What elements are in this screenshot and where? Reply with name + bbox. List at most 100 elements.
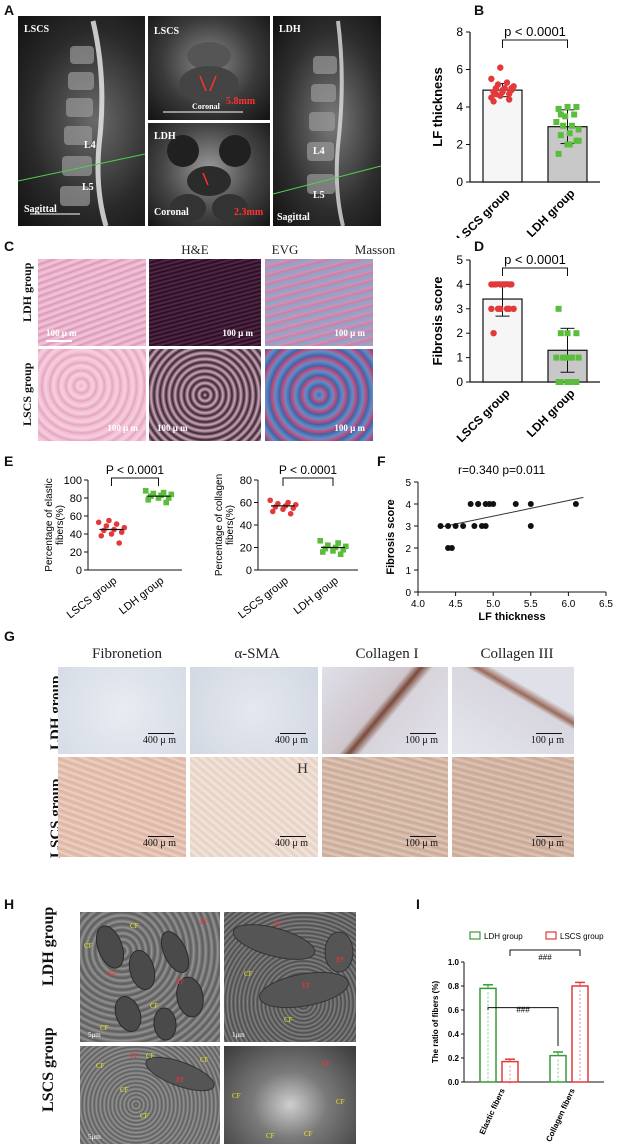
scale-label: 100 μ m [530, 838, 564, 849]
chart-f-correlation: 0 1 2 3 4 5 4.0 4.5 5.0 5.5 6.0 6.5 LF thickness Fibr… [385, 463, 613, 621]
col-head-collagen1: Collagen I [355, 646, 419, 662]
scale-label: 100 μ m [222, 328, 253, 338]
fiber-tag: EF [130, 1052, 139, 1060]
significance-bracket [502, 267, 568, 276]
data-point [555, 105, 562, 112]
scale-label: 5μm [88, 1133, 101, 1141]
data-point [564, 104, 571, 110]
x-tick-label: LSCS group [236, 575, 291, 621]
vertebra-l4-label: L4 [84, 140, 96, 151]
scale-label: 100 μ m [530, 735, 564, 746]
data-point [95, 519, 102, 526]
ihc-asma-ldh: 400 μ m [190, 667, 318, 754]
row-head-lscs: LSCS group [40, 1027, 57, 1112]
y-tick-label: 0 [456, 375, 463, 389]
ihc-collagen3-ldh: 100 μ m [452, 667, 574, 754]
data-point [108, 531, 115, 537]
mri-ldh-sagittal: LDH L4 L5 Sagittal [273, 16, 381, 226]
data-point [557, 132, 564, 139]
mri-label: LSCS [24, 24, 50, 35]
data-point [445, 523, 452, 529]
data-point [285, 499, 291, 506]
p-value-label: P < 0.0001 [106, 463, 164, 477]
panel-letter-i: I [416, 896, 420, 912]
fiber-tag: CF [130, 922, 139, 930]
data-point [553, 119, 560, 125]
fiber-tag: CF [304, 1130, 313, 1138]
data-point [490, 501, 497, 507]
data-point [557, 330, 564, 337]
scale-label: 1μm [232, 1031, 245, 1039]
fiber-tag: CF [120, 1086, 129, 1094]
row-head-ldh: LDH group [40, 906, 57, 986]
x-tick-label: 4.0 [411, 599, 425, 610]
data-point [575, 354, 582, 361]
data-point [269, 508, 276, 515]
x-tick-label: Elastic fibers [478, 1087, 507, 1136]
data-point [508, 85, 515, 92]
y-tick-label: 80 [70, 493, 82, 505]
y-axis-label: Percentage of elastic [44, 478, 55, 571]
data-point [452, 523, 459, 529]
data-point [512, 501, 519, 507]
mri-label: LSCS [154, 26, 180, 37]
y-tick-label: 5 [405, 478, 411, 489]
ihc-collagen1-ldh: 100 μ m [322, 667, 448, 754]
fiber-tag: EF [108, 970, 117, 978]
data-point [575, 137, 582, 144]
data-point [488, 75, 495, 83]
y-axis-label: Fibrosis score [430, 277, 445, 366]
scale-label: 100 μ m [107, 423, 138, 433]
significance-label: ### [516, 1005, 530, 1014]
data-point [566, 141, 573, 148]
significance-bracket [111, 477, 159, 486]
fiber-tag: EF [336, 956, 345, 964]
ihc-collagen1-lscs: 100 μ m [322, 757, 448, 857]
data-point [116, 540, 122, 546]
y-tick-label: 20 [240, 543, 252, 555]
data-point [267, 497, 273, 504]
col-head-fibronectin: Fibronetion [92, 646, 162, 662]
fiber-tag: CF [266, 1132, 275, 1140]
y-tick-label: 6 [456, 63, 463, 77]
data-point [497, 64, 504, 71]
legend-label: LSCS group [560, 932, 604, 941]
fiber-tag: CF [200, 1056, 209, 1064]
data-point [566, 379, 573, 385]
fiber-tag: EF [274, 920, 283, 928]
fiber-tag: EF [302, 982, 311, 990]
histo-he-lscs: 100 μ m [38, 349, 146, 441]
fiber-tag: EF [176, 1076, 185, 1084]
histo-masson-ldh: 100 μ m [265, 259, 373, 346]
fiber-tag: CF [150, 1002, 159, 1010]
col-head-evg: EVG [271, 242, 299, 257]
data-point [494, 81, 502, 88]
data-point [490, 330, 497, 337]
x-tick-label: LSCS group [65, 575, 120, 621]
data-point [293, 501, 299, 508]
data-point [319, 549, 326, 555]
y-tick-label: 5 [456, 253, 463, 267]
vertebra-l4-label: L4 [313, 146, 325, 157]
y-tick-label: 3 [405, 522, 411, 533]
mri-label: LDH [154, 131, 176, 142]
y-tick-label: 0.8 [448, 982, 460, 991]
ihc-fibronectin-ldh: 400 μ m [58, 667, 186, 754]
y-tick-label: 0 [76, 565, 82, 577]
em-ldh-high: EF CF EF EF CF 1μm [224, 912, 356, 1042]
data-point [471, 523, 478, 529]
panel-letter-e: E [4, 453, 14, 469]
data-point [160, 489, 167, 496]
data-point [343, 543, 349, 550]
scale-label: 400 μ m [274, 838, 308, 849]
y-tick-label: 0 [405, 588, 411, 599]
scale-label: 100 μ m [404, 838, 438, 849]
y-tick-label: 8 [456, 25, 463, 39]
data-point [287, 510, 294, 517]
significance-bracket [509, 949, 581, 956]
data-point [488, 305, 495, 312]
fiber-tag: CF [244, 970, 253, 978]
data-point [568, 354, 575, 361]
data-point [150, 490, 157, 497]
scale-label: 100 μ m [334, 328, 365, 338]
